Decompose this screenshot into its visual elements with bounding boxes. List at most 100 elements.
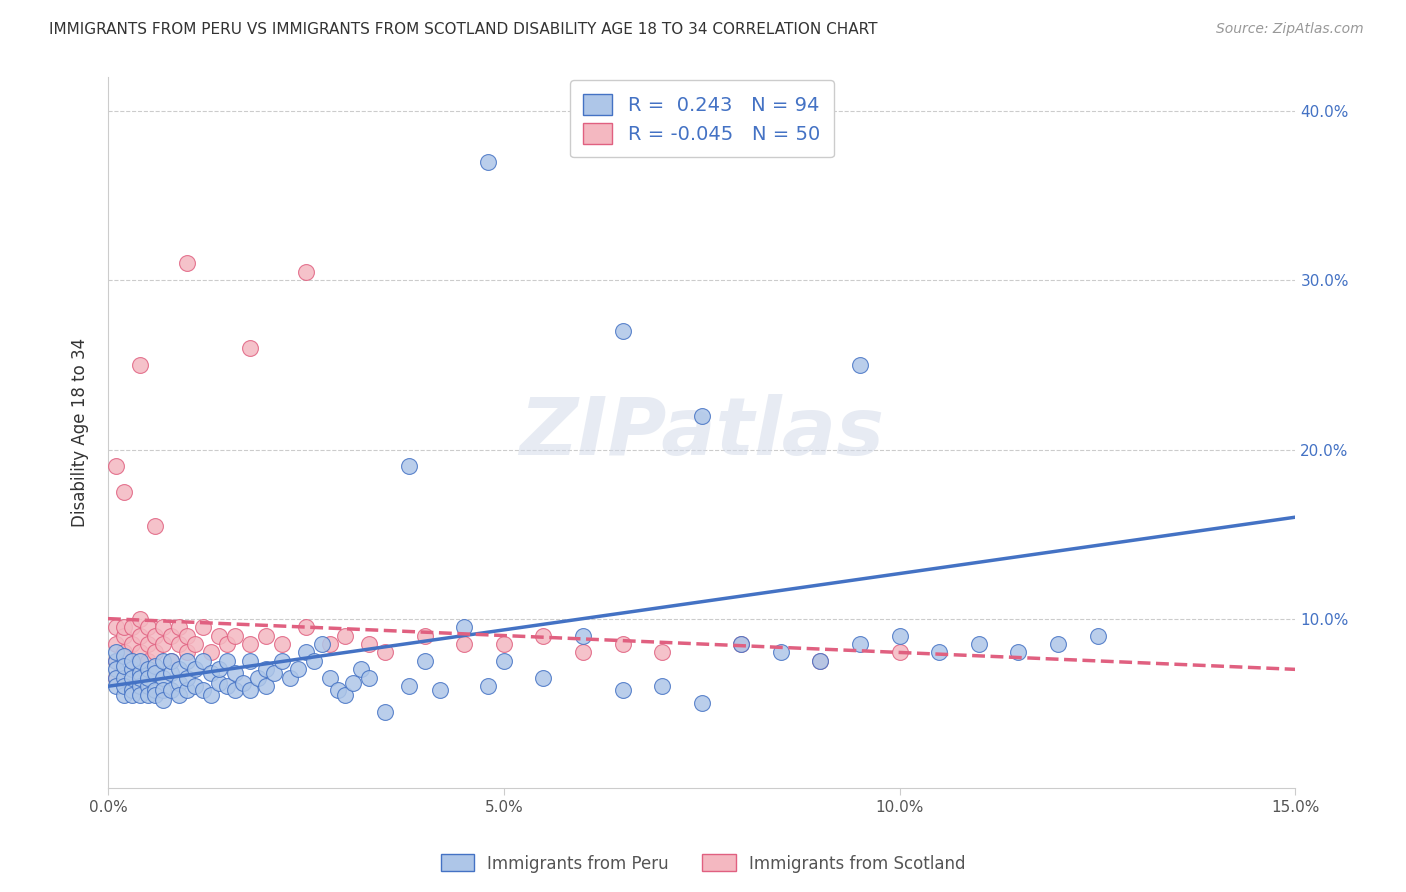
Point [121, 682, 143, 697]
Point [128, 665, 150, 680]
Point [121, 637, 143, 651]
Point [200, 645, 222, 659]
Point [167, 662, 190, 676]
Point [160, 665, 183, 680]
Point [342, 676, 364, 690]
Point [112, 484, 135, 499]
Point [810, 654, 832, 668]
Point [128, 628, 150, 642]
Point [572, 645, 595, 659]
Point [1046, 637, 1069, 651]
Text: IMMIGRANTS FROM PERU VS IMMIGRANTS FROM SCOTLAND DISABILITY AGE 18 TO 34 CORRELA: IMMIGRANTS FROM PERU VS IMMIGRANTS FROM … [49, 22, 877, 37]
Point [128, 671, 150, 685]
Point [152, 671, 174, 685]
Point [136, 637, 159, 651]
Point [104, 620, 127, 634]
Point [295, 265, 318, 279]
Point [849, 358, 872, 372]
Point [254, 679, 277, 693]
Point [145, 518, 167, 533]
Point [612, 324, 634, 338]
Point [224, 682, 246, 697]
Point [176, 256, 198, 270]
Point [889, 628, 911, 642]
Point [247, 671, 270, 685]
Point [136, 654, 159, 668]
Point [104, 459, 127, 474]
Point [104, 637, 127, 651]
Point [121, 654, 143, 668]
Point [208, 628, 231, 642]
Point [271, 637, 294, 651]
Point [167, 620, 190, 634]
Point [121, 671, 143, 685]
Point [184, 662, 207, 676]
Point [208, 662, 231, 676]
Point [239, 654, 262, 668]
Point [145, 645, 167, 659]
Point [287, 662, 309, 676]
Point [477, 679, 499, 693]
Point [112, 645, 135, 659]
Point [335, 628, 357, 642]
Point [398, 459, 420, 474]
Point [191, 620, 214, 634]
Point [612, 682, 634, 697]
Point [239, 341, 262, 355]
Point [967, 637, 990, 651]
Point [167, 688, 190, 702]
Point [374, 705, 396, 719]
Point [152, 693, 174, 707]
Point [176, 682, 198, 697]
Point [121, 654, 143, 668]
Point [311, 637, 333, 651]
Point [167, 637, 190, 651]
Point [531, 671, 554, 685]
Point [136, 688, 159, 702]
Point [160, 628, 183, 642]
Point [612, 637, 634, 651]
Point [112, 679, 135, 693]
Point [263, 665, 285, 680]
Point [429, 682, 451, 697]
Point [889, 645, 911, 659]
Point [335, 688, 357, 702]
Point [200, 665, 222, 680]
Point [398, 679, 420, 693]
Point [104, 671, 127, 685]
Point [112, 620, 135, 634]
Point [145, 665, 167, 680]
Point [112, 659, 135, 673]
Point [492, 654, 515, 668]
Point [152, 620, 174, 634]
Point [271, 654, 294, 668]
Point [295, 645, 318, 659]
Point [145, 628, 167, 642]
Point [200, 688, 222, 702]
Text: ZIPatlas: ZIPatlas [519, 393, 884, 472]
Point [184, 637, 207, 651]
Point [690, 696, 713, 710]
Point [145, 682, 167, 697]
Point [128, 358, 150, 372]
Point [160, 654, 183, 668]
Point [531, 628, 554, 642]
Point [152, 654, 174, 668]
Point [160, 654, 183, 668]
Point [152, 637, 174, 651]
Point [104, 654, 127, 668]
Point [413, 654, 436, 668]
Point [318, 671, 340, 685]
Point [326, 682, 349, 697]
Point [849, 637, 872, 651]
Point [128, 679, 150, 693]
Point [104, 662, 127, 676]
Legend: R =  0.243   N = 94, R = -0.045   N = 50: R = 0.243 N = 94, R = -0.045 N = 50 [569, 80, 834, 158]
Point [121, 620, 143, 634]
Point [121, 688, 143, 702]
Point [128, 688, 150, 702]
Point [278, 671, 301, 685]
Point [167, 676, 190, 690]
Text: Source: ZipAtlas.com: Source: ZipAtlas.com [1216, 22, 1364, 37]
Point [112, 628, 135, 642]
